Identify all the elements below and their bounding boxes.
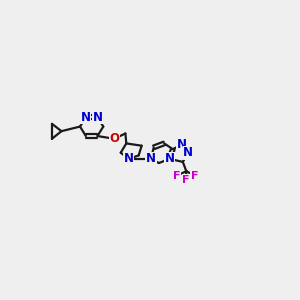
Text: N: N (165, 152, 175, 165)
Text: N: N (183, 146, 193, 159)
Text: N: N (124, 152, 134, 165)
Text: F: F (191, 171, 198, 181)
Text: N: N (146, 152, 156, 165)
Text: F: F (182, 175, 190, 185)
Text: N: N (92, 111, 103, 124)
Text: O: O (109, 132, 119, 145)
Text: N: N (81, 111, 91, 124)
Text: N: N (177, 138, 187, 151)
Text: F: F (173, 171, 181, 181)
